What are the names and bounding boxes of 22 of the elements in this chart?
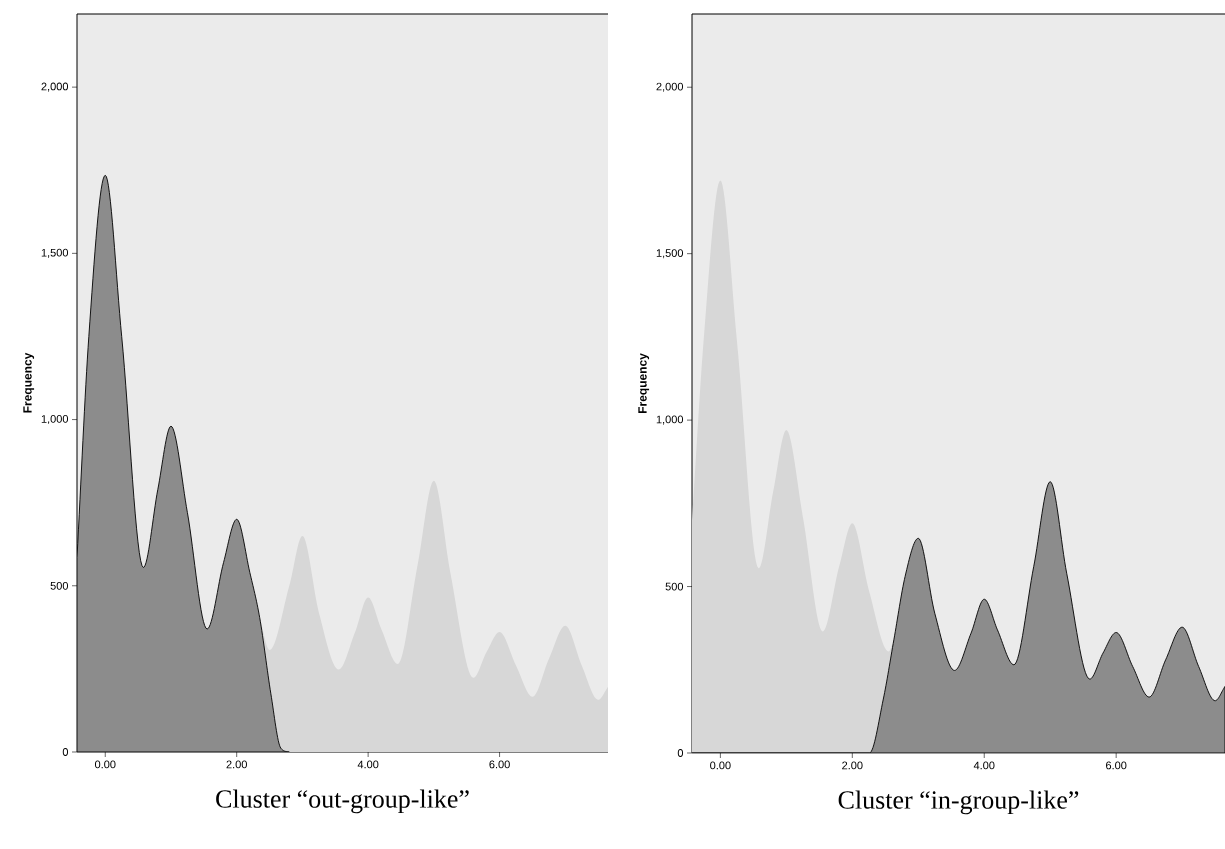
- y-tick-label: 1,500: [41, 248, 69, 258]
- x-tick-label: 6.00: [489, 760, 510, 769]
- x-tick-label: 0.00: [710, 761, 731, 770]
- y-tick-label: 2,000: [656, 82, 684, 92]
- text: Cluster “out-group-like”: [216, 789, 469, 814]
- y-tick-label: 500: [50, 581, 69, 590]
- y-axis-title: Frequency: [638, 353, 650, 414]
- y-tick-label: 2,000: [41, 82, 69, 92]
- x-tick-label: 6.00: [1106, 761, 1127, 770]
- y-axis-title: Frequency: [23, 352, 35, 413]
- y-tick-label: 0: [677, 749, 684, 757]
- x-tick-label: 0.00: [94, 760, 116, 769]
- y-tick-label: 500: [665, 582, 684, 591]
- x-tick-label: 2.00: [842, 761, 863, 770]
- y-tick-label: 1,000: [656, 415, 684, 425]
- x-tick-label: 4.00: [973, 761, 995, 770]
- x-tick-label: 2.00: [226, 760, 247, 769]
- text: Cluster “in-group-like”: [838, 790, 1079, 815]
- y-tick-label: 0: [62, 748, 69, 756]
- y-tick-label: 1,000: [41, 415, 69, 425]
- y-tick-label: 1,500: [656, 249, 684, 259]
- x-tick-label: 4.00: [357, 760, 379, 769]
